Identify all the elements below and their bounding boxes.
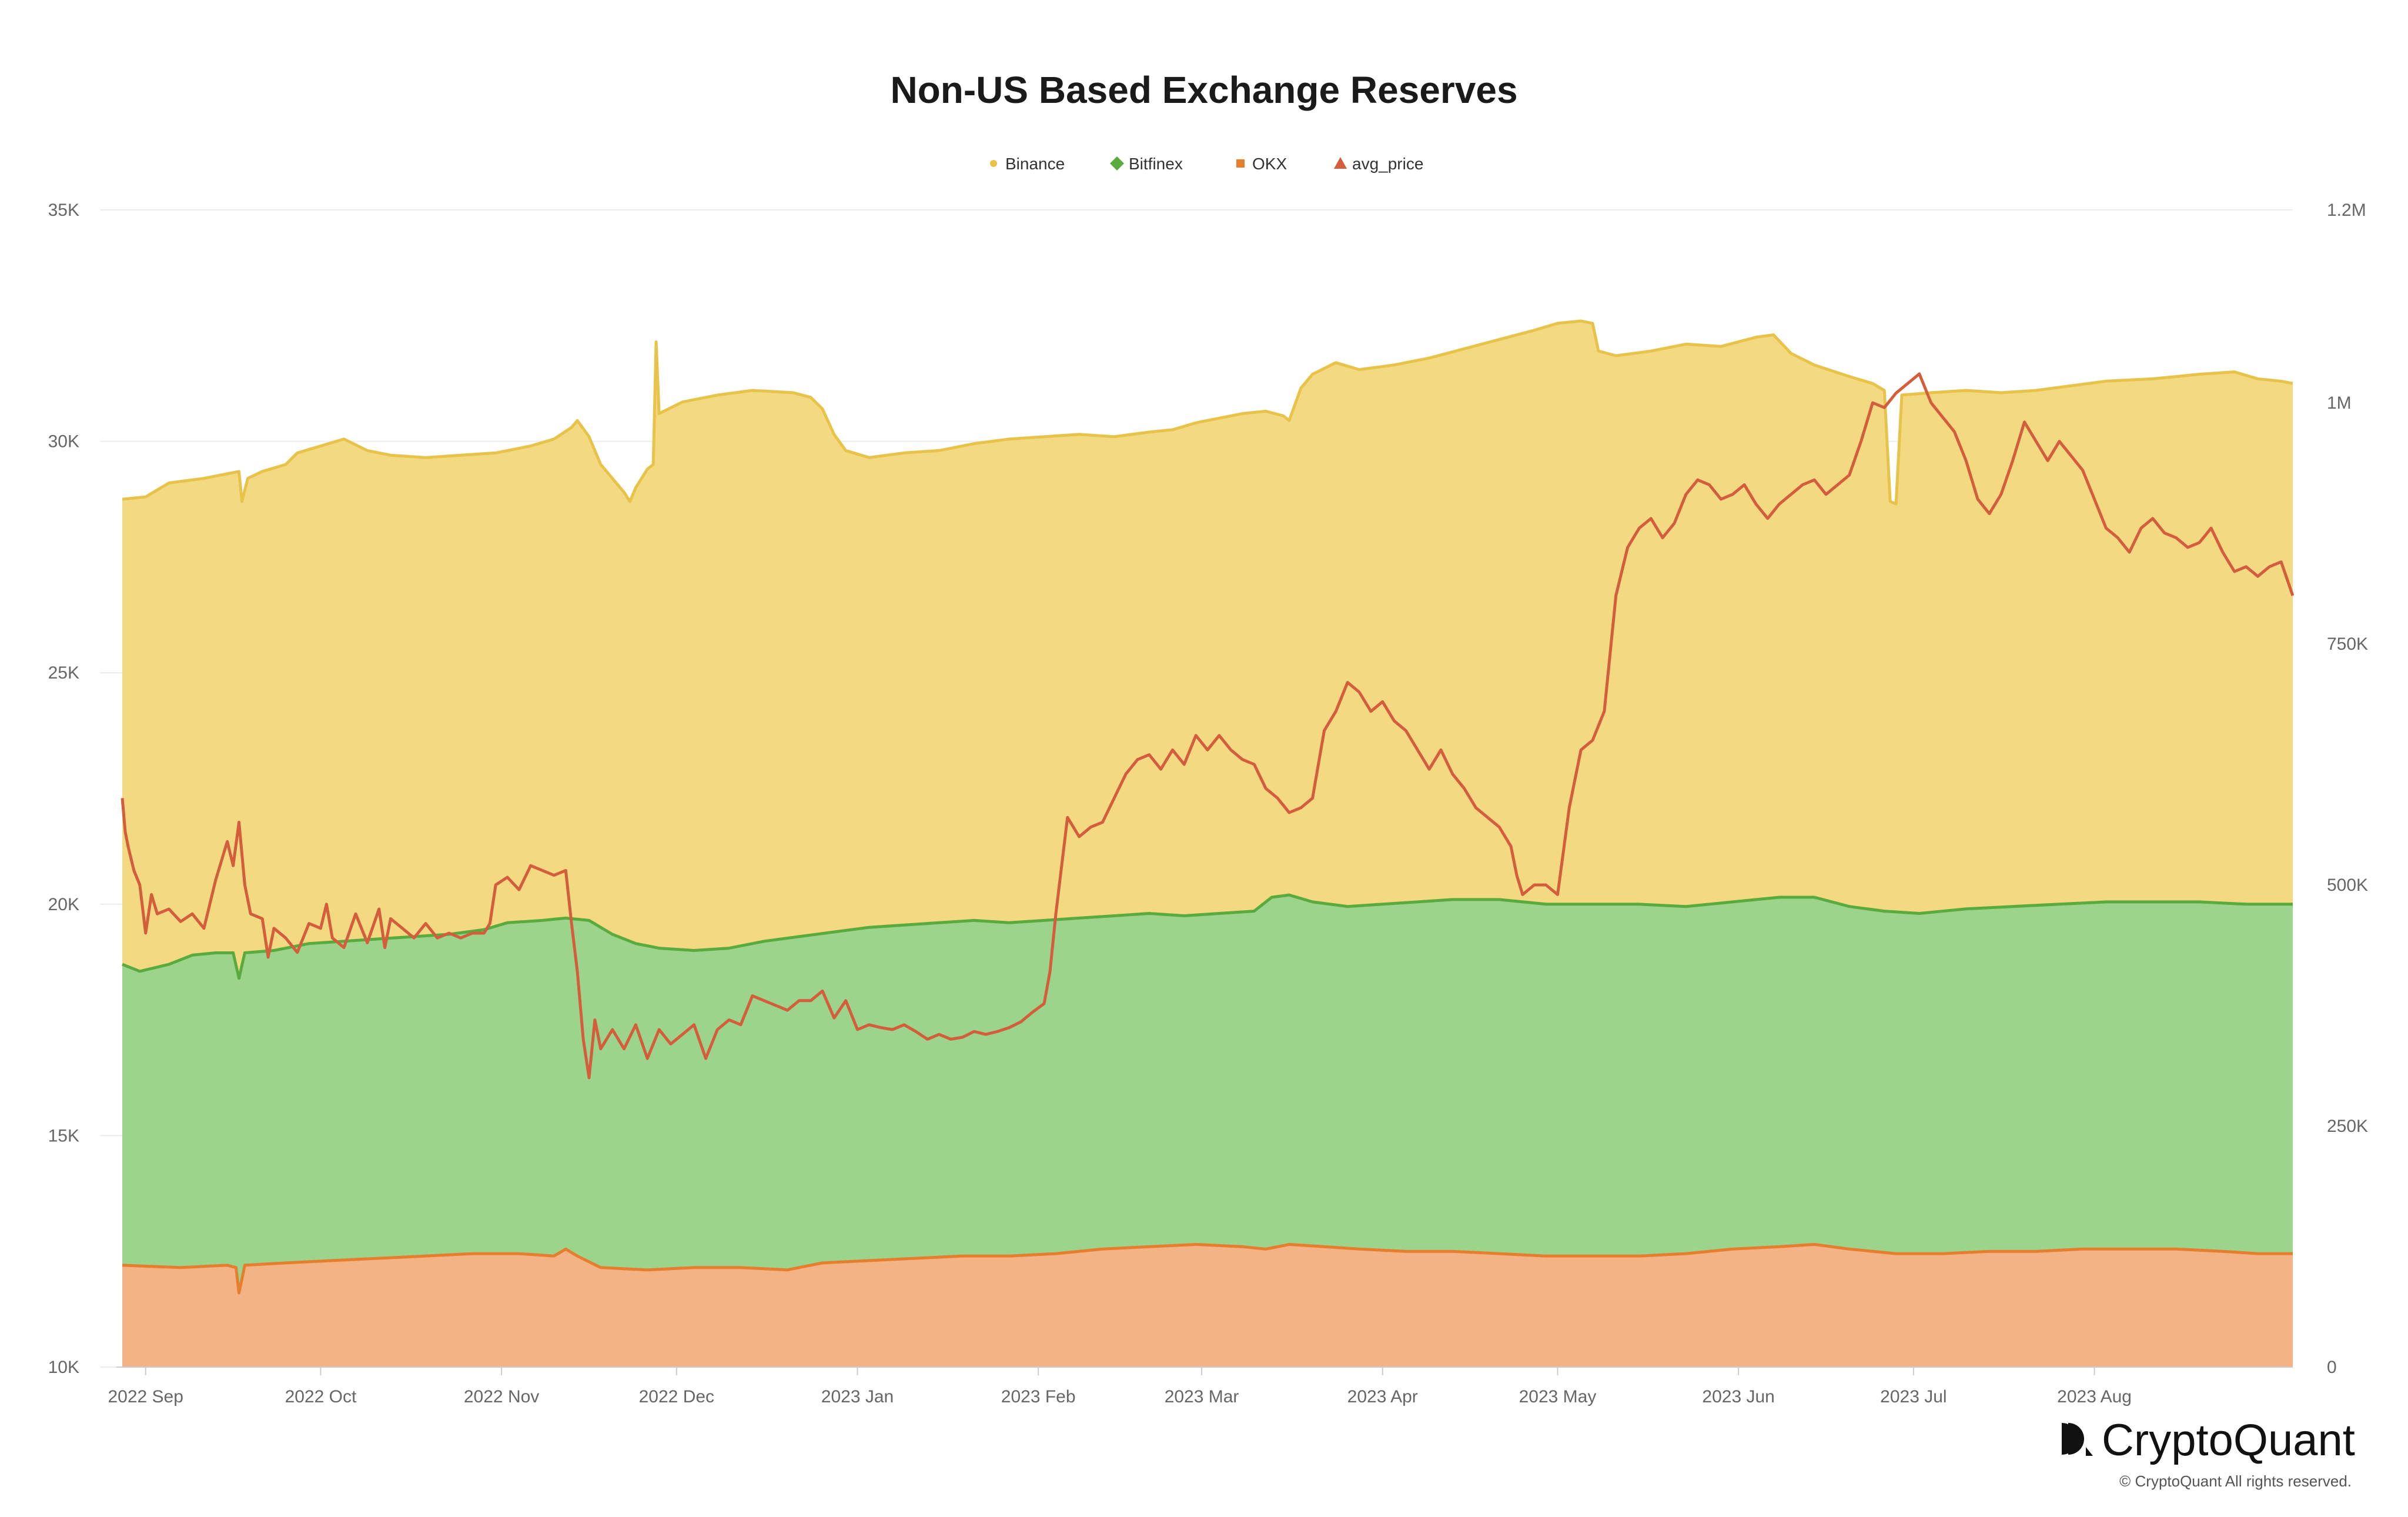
legend-label: Binance xyxy=(1005,155,1065,173)
x-tick-label: 2022 Dec xyxy=(639,1387,714,1406)
y-left-tick-label: 15K xyxy=(48,1126,79,1145)
series-line-okx xyxy=(122,1242,2293,1295)
y-left-tick-label: 30K xyxy=(48,432,79,452)
legend-square-icon xyxy=(1236,159,1245,168)
y-right-tick-label: 1M xyxy=(2327,393,2352,413)
legend-label: OKX xyxy=(1252,155,1287,173)
cryptoquant-logo-icon xyxy=(2062,1423,2093,1456)
series-area-okx xyxy=(122,1244,2293,1367)
x-tick-label: 2023 Feb xyxy=(1001,1387,1076,1406)
x-tick-label: 2022 Oct xyxy=(285,1387,357,1406)
legend[interactable]: Binance Bitfinex OKX avg_price xyxy=(990,155,1423,173)
y-right-tick-label: 0 xyxy=(2327,1358,2337,1377)
series-line-avg-price xyxy=(121,372,2295,1080)
x-tick-label: 2023 Jul xyxy=(1880,1387,1947,1406)
x-tick-label: 2022 Nov xyxy=(464,1387,539,1406)
y-axis-right: 0 250K 500K 750K 1M 1.2M xyxy=(2327,201,2368,1377)
legend-item-avg-price[interactable]: avg_price xyxy=(1334,155,1423,173)
brand-name: CryptoQuant xyxy=(2102,1415,2355,1465)
x-tick-label: 2023 Jan xyxy=(821,1387,894,1406)
x-tick-label: 2023 Apr xyxy=(1347,1387,1418,1406)
legend-item-binance[interactable]: Binance xyxy=(990,155,1065,173)
y-axis-left: 10K 15K 20K 25K 30K 35K xyxy=(48,201,79,1377)
y-right-tick-label: 1.2M xyxy=(2327,201,2366,220)
y-right-tick-label: 500K xyxy=(2327,876,2368,895)
x-axis: 2022 Sep 2022 Oct 2022 Nov 2022 Dec 2023 Jan… xyxy=(108,1366,2293,1406)
y-left-tick-label: 20K xyxy=(48,895,79,914)
legend-item-bitfinex[interactable]: Bitfinex xyxy=(1110,155,1183,173)
copyright-text: © CryptoQuant All rights reserved. xyxy=(2119,1472,2352,1490)
brand: CryptoQuant © CryptoQuant All rights res… xyxy=(2062,1415,2355,1490)
y-right-tick-label: 250K xyxy=(2327,1117,2368,1136)
y-right-tick-label: 750K xyxy=(2327,634,2368,654)
legend-triangle-icon xyxy=(1334,157,1347,169)
series-layer xyxy=(121,319,2295,1367)
y-left-tick-label: 25K xyxy=(48,663,79,683)
series-line-binance xyxy=(122,319,2293,506)
x-tick-label: 2022 Sep xyxy=(108,1387,183,1406)
y-left-tick-label: 10K xyxy=(48,1358,79,1377)
x-tick-label: 2023 Aug xyxy=(2057,1387,2132,1406)
y-left-tick-label: 35K xyxy=(48,201,79,220)
chart-title: Non-US Based Exchange Reserves xyxy=(890,69,1517,111)
legend-diamond-icon xyxy=(1110,156,1124,171)
x-tick-label: 2023 Mar xyxy=(1165,1387,1239,1406)
x-tick-label: 2023 Jun xyxy=(1702,1387,1774,1406)
x-tick-label: 2023 May xyxy=(1519,1387,1597,1406)
legend-circle-icon xyxy=(990,160,997,167)
legend-label: avg_price xyxy=(1352,155,1423,173)
legend-item-okx[interactable]: OKX xyxy=(1236,155,1287,173)
legend-label: Bitfinex xyxy=(1129,155,1183,173)
